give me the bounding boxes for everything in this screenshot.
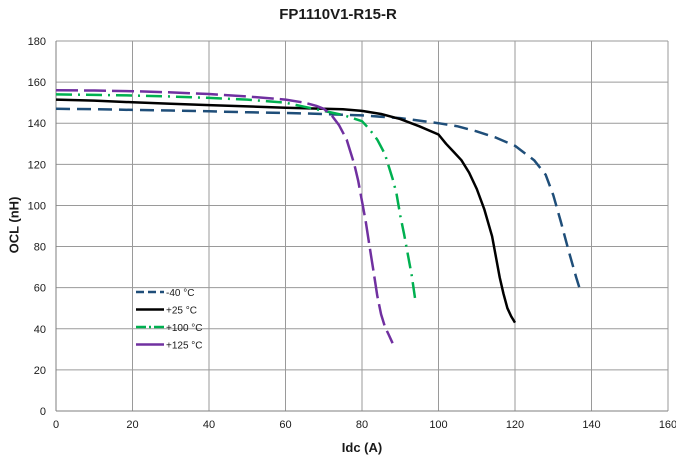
series-line-3: [55, 89, 394, 344]
legend-label-3: +125 °C: [166, 341, 203, 352]
y-tick-label: 80: [34, 242, 46, 254]
legend-label-0: -40 °C: [166, 288, 194, 299]
y-axis-label: OCL (nH): [6, 196, 22, 254]
x-axis-label: Idc (A): [341, 440, 383, 455]
x-tick-label: 60: [279, 419, 291, 431]
legend-label-2: +100 °C: [166, 323, 203, 334]
x-tick-label: 120: [506, 419, 524, 431]
x-tick-label: 140: [582, 419, 600, 431]
x-tick-label: 40: [203, 419, 215, 431]
y-tick-label: 40: [34, 324, 46, 336]
y-tick-label: 20: [34, 365, 46, 377]
x-tick-label: 20: [126, 419, 138, 431]
y-tick-label: 0: [40, 406, 46, 418]
y-tick-label: 180: [28, 36, 46, 48]
x-tick-label: 160: [659, 419, 676, 431]
y-tick-label: 100: [28, 200, 46, 212]
y-tick-label: 60: [34, 283, 46, 295]
series-line-0: [55, 107, 582, 291]
x-tick-label: 100: [429, 419, 447, 431]
x-tick-label: 0: [53, 419, 59, 431]
y-tick-label: 160: [28, 77, 46, 89]
series-line-1: [55, 98, 517, 324]
series-line-2: [55, 93, 417, 303]
y-tick-label: 120: [28, 159, 46, 171]
chart-title: FP1110V1-R15-R: [279, 6, 397, 23]
x-tick-label: 80: [356, 419, 368, 431]
legend-label-1: +25 °C: [166, 306, 197, 317]
y-tick-label: 140: [28, 118, 46, 130]
